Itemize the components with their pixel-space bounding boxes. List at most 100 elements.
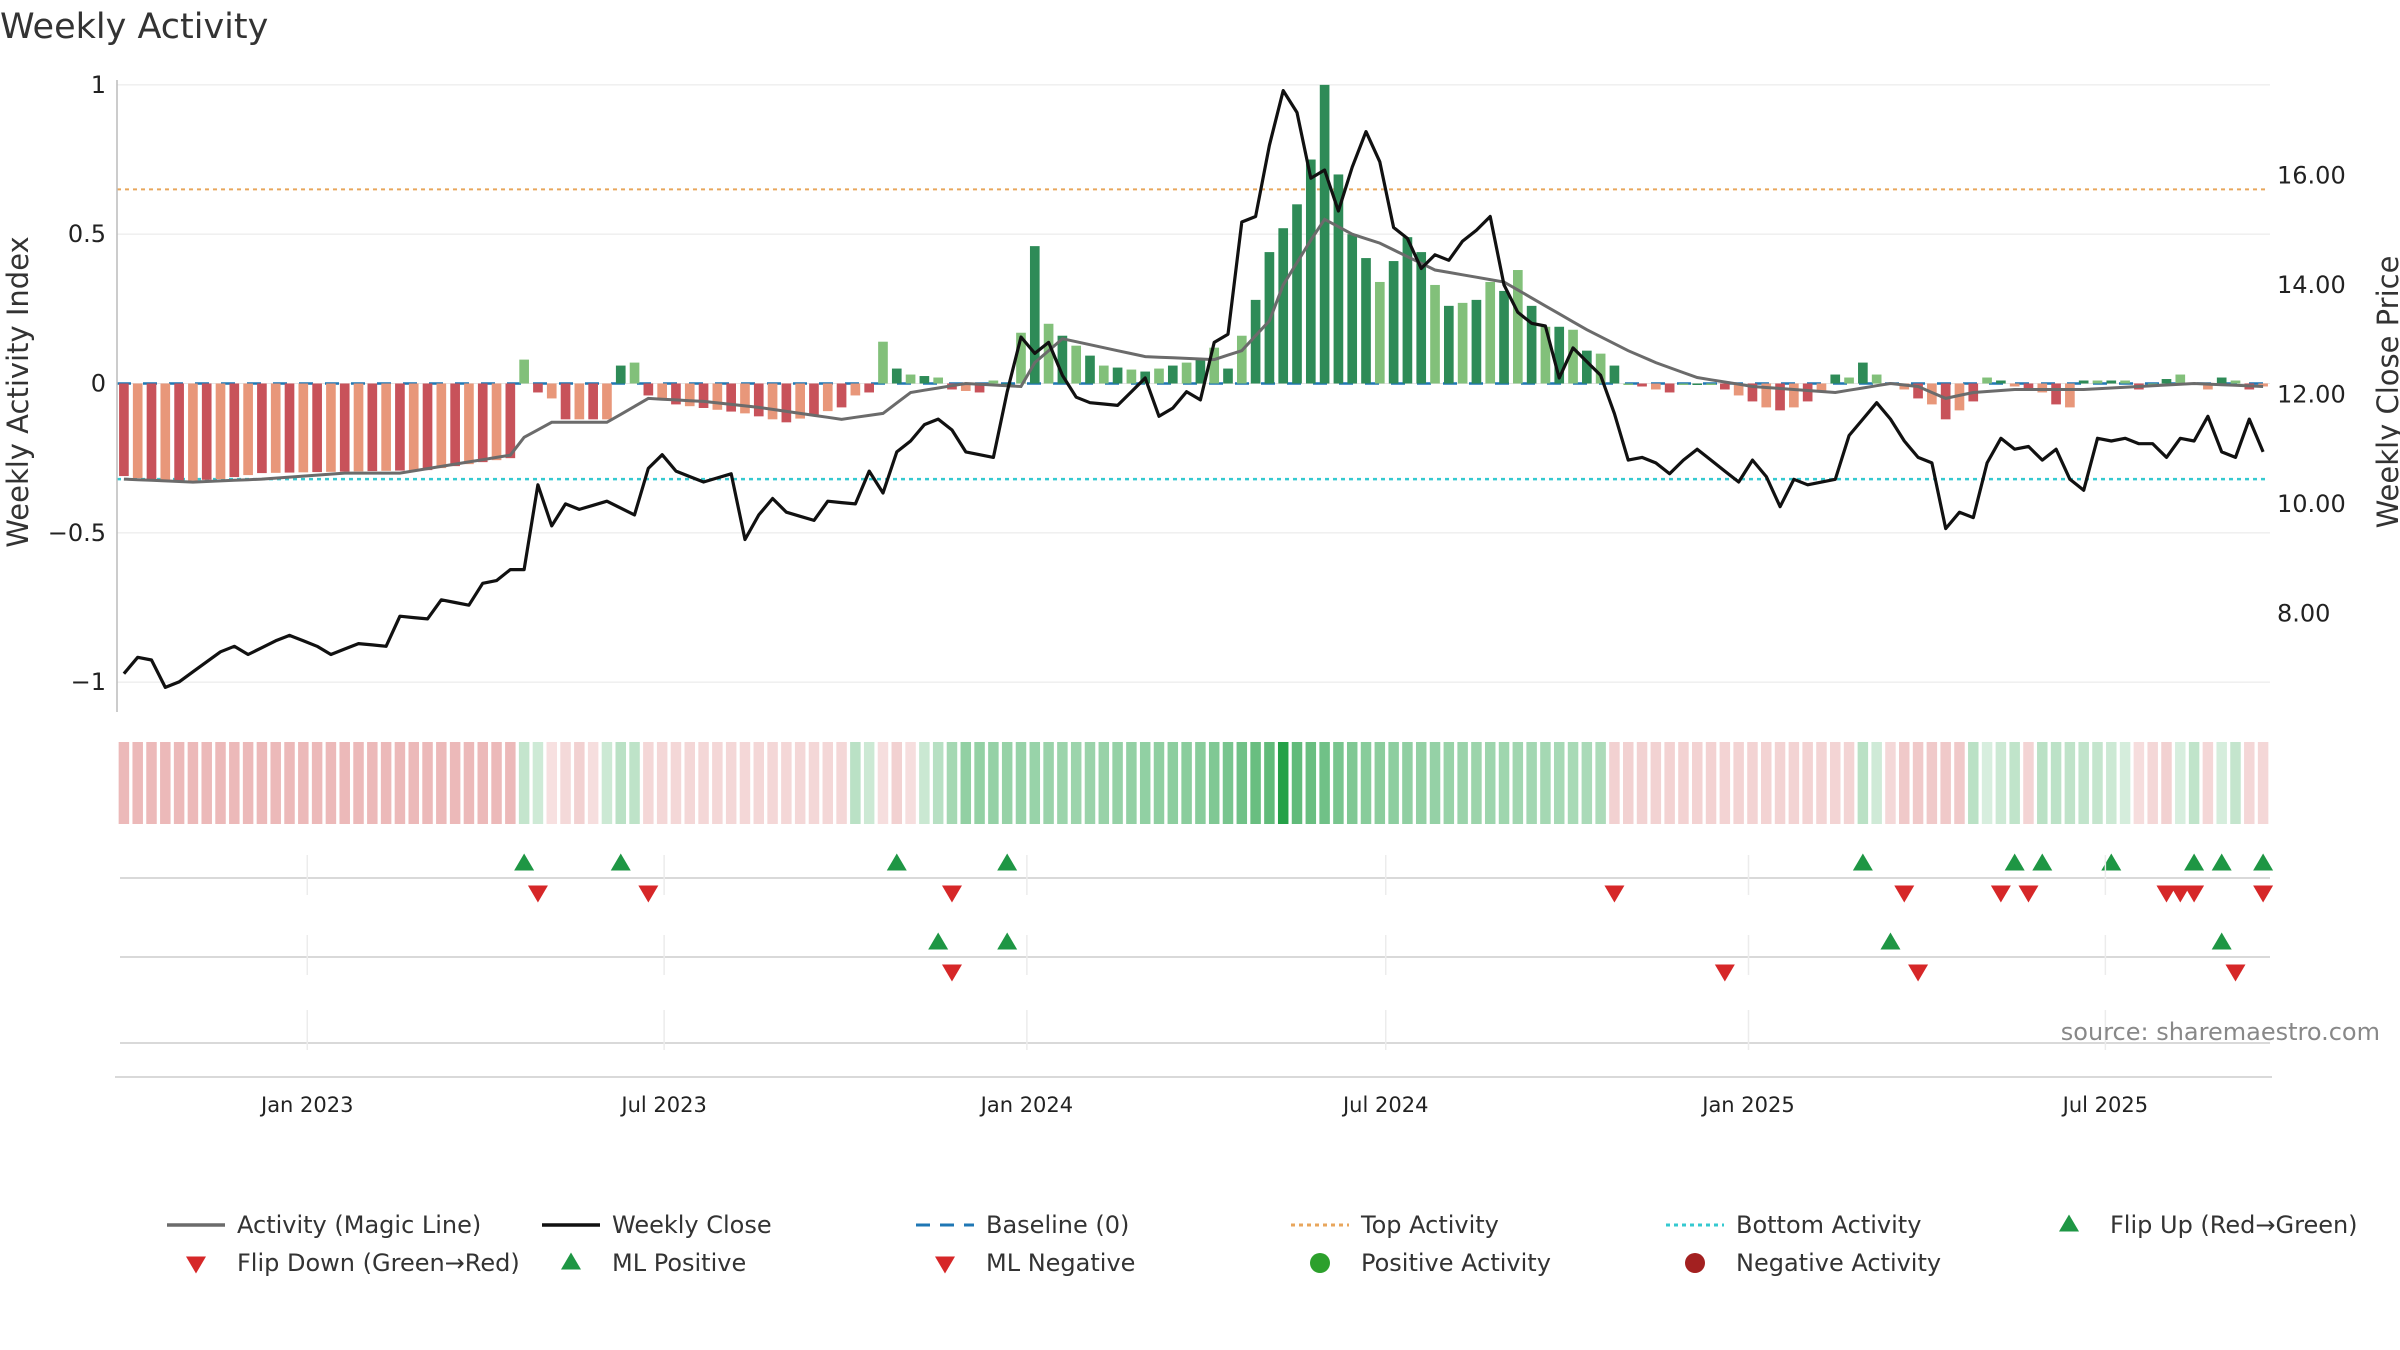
strip-cell [518, 742, 530, 824]
legend-swatch-triangle-down [186, 1256, 206, 1274]
strip-cell [463, 742, 475, 824]
strip-cell [2230, 742, 2241, 824]
activity-bar [1402, 237, 1413, 384]
activity-bar [974, 383, 985, 393]
ml-positive-marker [2211, 932, 2232, 950]
activity-bar [312, 383, 322, 473]
activity-bar [1126, 369, 1137, 384]
strip-cell [1139, 742, 1151, 824]
legend-swatch-triangle-down [935, 1256, 955, 1274]
magic-line [123, 217, 2264, 484]
strip-cell [1498, 742, 1510, 824]
activity-bar [533, 383, 543, 393]
activity-bar [298, 383, 309, 473]
activity-bar [560, 383, 571, 420]
strip-cell [1277, 742, 1289, 824]
activity-bar [905, 374, 916, 384]
activity-bar [933, 377, 944, 384]
activity-bar [753, 383, 764, 417]
strip-cell [367, 742, 378, 824]
strip-cell [1374, 742, 1386, 824]
legend-label: Weekly Close [612, 1211, 772, 1239]
activity-bar [988, 380, 999, 384]
activity-bar [1029, 246, 1040, 384]
flip-down-marker [941, 885, 962, 903]
strip-cell [1126, 742, 1137, 824]
legend-swatch-circle [1685, 1253, 1705, 1273]
activity-bar [2120, 380, 2130, 384]
strip-cell [1346, 742, 1358, 824]
strip-cell [2257, 742, 2269, 824]
activity-bar [615, 365, 626, 384]
strip-cell [242, 742, 254, 824]
strip-cell [1471, 742, 1482, 824]
strip-cell [1264, 742, 1275, 824]
flip-up-marker [2004, 853, 2025, 871]
strip-cell [587, 742, 599, 824]
strip-cell [1830, 742, 1841, 824]
activity-bar [1333, 174, 1344, 384]
strip-cell [2037, 742, 2048, 824]
activity-bar [643, 383, 654, 396]
activity-bar [1512, 270, 1523, 384]
activity-bar [1609, 365, 1620, 384]
activity-bar [505, 383, 516, 459]
strip-cell [794, 742, 806, 824]
activity-bar [215, 383, 226, 480]
right-axis-label: Weekly Close Price [2371, 256, 2400, 529]
activity-bar [1582, 350, 1592, 384]
activity-bar [822, 383, 833, 412]
activity-bar [146, 383, 157, 481]
strip-cell [1057, 742, 1068, 824]
activity-bar [1830, 374, 1841, 384]
activity-bar [1499, 290, 1509, 384]
strip-cell [1968, 742, 1979, 824]
activity-bar [781, 383, 792, 423]
strip-cell [767, 742, 778, 824]
flip-up-marker [2253, 853, 2274, 871]
strip-cell [298, 742, 309, 824]
activity-bar [1209, 347, 1220, 384]
strip-cell [477, 742, 488, 824]
activity-bar [1016, 332, 1026, 384]
strip-cell [1305, 742, 1317, 824]
strip-cell [1940, 742, 1951, 824]
activity-bar [740, 383, 750, 414]
strip-cell [1291, 742, 1303, 824]
right-tick-label: 16.00 [2277, 161, 2346, 189]
strip-cell [394, 742, 406, 824]
strip-cell [2023, 742, 2034, 824]
strip-cell [1195, 742, 1206, 824]
activity-bar [1223, 368, 1233, 384]
activity-bar [1623, 383, 1634, 385]
activity-bar [408, 383, 419, 471]
date-tick-label: Jan 2024 [979, 1093, 1074, 1117]
strip-cell [1595, 742, 1606, 824]
strip-cell [560, 742, 571, 824]
strip-cell [574, 742, 585, 824]
strip-cell [1484, 742, 1496, 824]
activity-bar [1664, 383, 1675, 393]
activity-bar [160, 383, 171, 483]
strip-cell [1995, 742, 2007, 824]
strip-cell [1705, 742, 1717, 824]
activity-bar [367, 383, 378, 472]
legend: Activity (Magic Line) Weekly Close Baselin… [167, 1211, 2358, 1277]
activity-bar [229, 383, 240, 478]
strip-cell [2119, 742, 2131, 824]
strip-cell [725, 742, 737, 824]
activity-bar [1416, 252, 1427, 384]
strip-cell [808, 742, 820, 824]
activity-bar [1347, 234, 1358, 384]
activity-bar [809, 383, 819, 415]
activity-bar [1692, 383, 1703, 385]
strip-cell [684, 742, 695, 824]
strip-cell [946, 742, 958, 824]
activity-bar [2106, 380, 2117, 384]
strip-cell [1222, 742, 1234, 824]
flip-down-marker [2253, 885, 2274, 903]
strip-cell [1443, 742, 1455, 824]
strip-cell [905, 742, 916, 824]
flip-up-marker [2032, 853, 2053, 871]
activity-bar [1319, 84, 1330, 384]
